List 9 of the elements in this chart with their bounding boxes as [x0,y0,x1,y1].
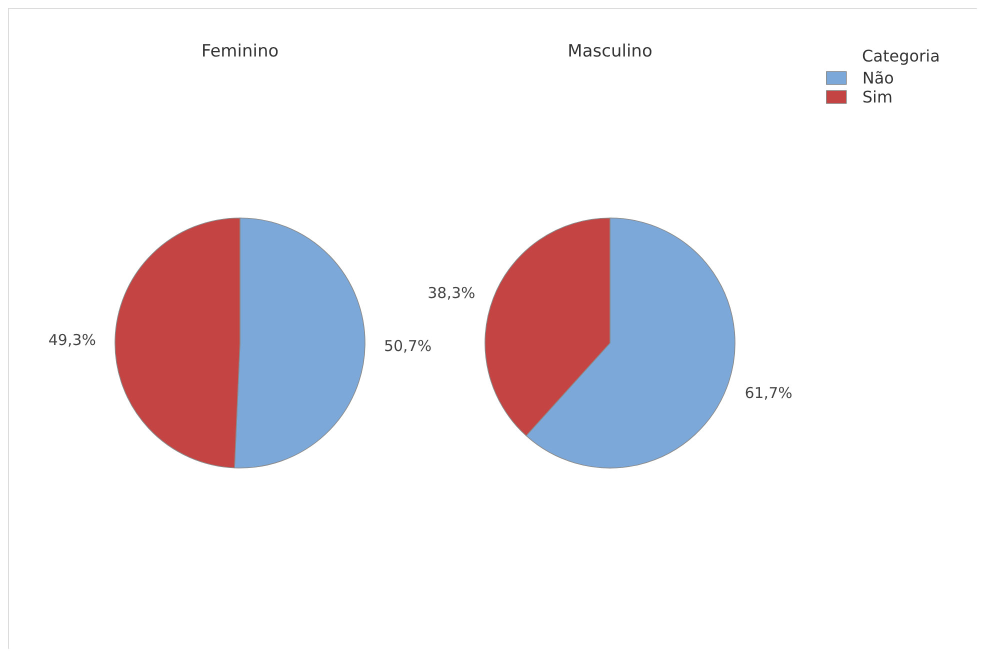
slice-label: Masculino [568,42,652,62]
slice-label: Feminino [201,42,279,62]
legend-label: Não [862,68,894,88]
legend-title: Categoria [862,46,940,66]
data-label: 38,3% [428,284,476,302]
legend-label: Sim [862,88,893,106]
data-label: 49,3% [48,330,96,349]
data-label: 50,7% [384,337,432,356]
data-label: 61,7% [744,384,792,402]
